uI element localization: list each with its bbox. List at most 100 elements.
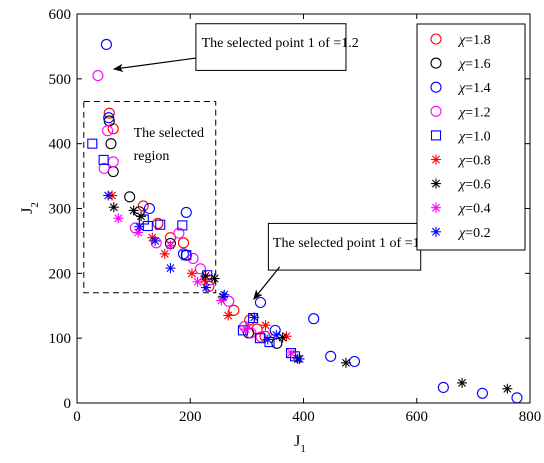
data-point [437, 381, 449, 393]
data-point [155, 219, 166, 230]
data-point [143, 202, 156, 215]
legend-item: χ=1.4 [430, 81, 491, 96]
data-point [152, 217, 164, 229]
data-point [177, 220, 188, 231]
series-3 [92, 70, 267, 343]
plot-frame [76, 13, 531, 404]
x-tick-label: 600 [406, 409, 429, 425]
data-point [98, 154, 109, 165]
x-tick-label: 200 [179, 409, 202, 425]
legend-label: χ=0.6 [457, 178, 491, 193]
annotation-top-box [195, 23, 347, 71]
data-point [271, 337, 283, 349]
data-point [203, 280, 215, 292]
data-point [194, 263, 206, 275]
annotation-top-arrow [112, 57, 196, 73]
data-point [340, 357, 351, 368]
y-tick-label: 200 [49, 266, 72, 282]
legend-label: χ=1.0 [457, 129, 491, 144]
series-7 [113, 213, 297, 359]
data-point [98, 162, 110, 174]
data-point [92, 70, 104, 82]
data-point [476, 387, 488, 399]
legend: χ=1.8 χ=1.6 χ=1.4 χ=1.2 χ=1.0 χ=0.8 χ=0.6 χ=0.4… [416, 23, 526, 251]
data-point [113, 213, 124, 224]
legend-box [416, 23, 526, 251]
data-point [103, 112, 115, 124]
data-point [105, 138, 117, 150]
data-point [134, 221, 145, 232]
data-point [142, 220, 153, 232]
legend-label: χ=0.4 [457, 202, 491, 217]
legend-marker [431, 202, 441, 213]
data-point [180, 206, 192, 218]
data-point [173, 227, 185, 239]
data-point [108, 202, 119, 213]
data-point [308, 313, 320, 325]
data-point [223, 310, 234, 321]
data-point [502, 383, 513, 394]
data-point [249, 312, 260, 323]
data-point [137, 200, 149, 212]
data-point [124, 191, 136, 203]
data-point [223, 295, 235, 307]
y-tick-label: 100 [49, 331, 72, 347]
x-tick-label: 400 [292, 409, 315, 425]
selected-region-label: The selected [134, 126, 204, 141]
selected-region-box [83, 101, 217, 294]
legend-marker [431, 154, 441, 165]
legend-label: χ=1.4 [457, 81, 491, 96]
data-point [228, 304, 240, 316]
data-point [181, 250, 192, 261]
y-tick-label: 400 [49, 137, 72, 153]
legend-label: χ=0.2 [457, 226, 491, 241]
legend-marker [430, 81, 442, 93]
data-point [103, 190, 114, 201]
legend-marker [430, 130, 442, 141]
data-point [87, 138, 98, 149]
data-point [200, 270, 211, 281]
legend-label: χ=1.2 [457, 105, 491, 120]
data-point [348, 355, 361, 368]
legend-item: χ=1.2 [430, 105, 491, 120]
data-point [262, 334, 273, 345]
y-tick-label: 300 [49, 202, 72, 218]
data-point [457, 377, 468, 388]
legend-marker [431, 178, 441, 189]
data-point [100, 38, 112, 51]
legend-item: χ=0.8 [431, 154, 491, 169]
data-point [201, 282, 212, 293]
data-point [325, 350, 337, 362]
data-point [239, 320, 251, 333]
data-point [165, 263, 176, 274]
data-point [159, 248, 170, 259]
data-point [187, 252, 199, 264]
data-point [294, 353, 305, 364]
data-point [219, 289, 230, 300]
legend-item: χ=0.6 [431, 178, 491, 193]
legend-item: χ=1.0 [430, 129, 491, 144]
annotation-right-box [267, 222, 422, 271]
data-point [209, 273, 220, 284]
legend-item: χ=1.8 [430, 33, 491, 48]
data-point [192, 276, 203, 287]
legend-item: χ=1.6 [430, 57, 491, 72]
legend-marker [430, 105, 442, 117]
legend-marker [431, 226, 441, 237]
data-point [186, 268, 197, 279]
legend-marker [430, 57, 442, 69]
data-point [248, 313, 259, 324]
data-point [254, 333, 265, 344]
data-point [177, 237, 190, 249]
data-point [260, 320, 271, 331]
data-point [286, 348, 297, 359]
selected-region-label-line2: region [134, 149, 170, 164]
data-point [103, 107, 115, 119]
annotation-right-arrow [253, 266, 281, 300]
series-8 [103, 190, 305, 364]
data-point [128, 205, 139, 216]
legend-label: χ=1.8 [457, 33, 491, 48]
data-point [255, 331, 267, 343]
y-tick-label: 500 [49, 72, 72, 88]
x-axis-label: J1 [294, 433, 306, 455]
